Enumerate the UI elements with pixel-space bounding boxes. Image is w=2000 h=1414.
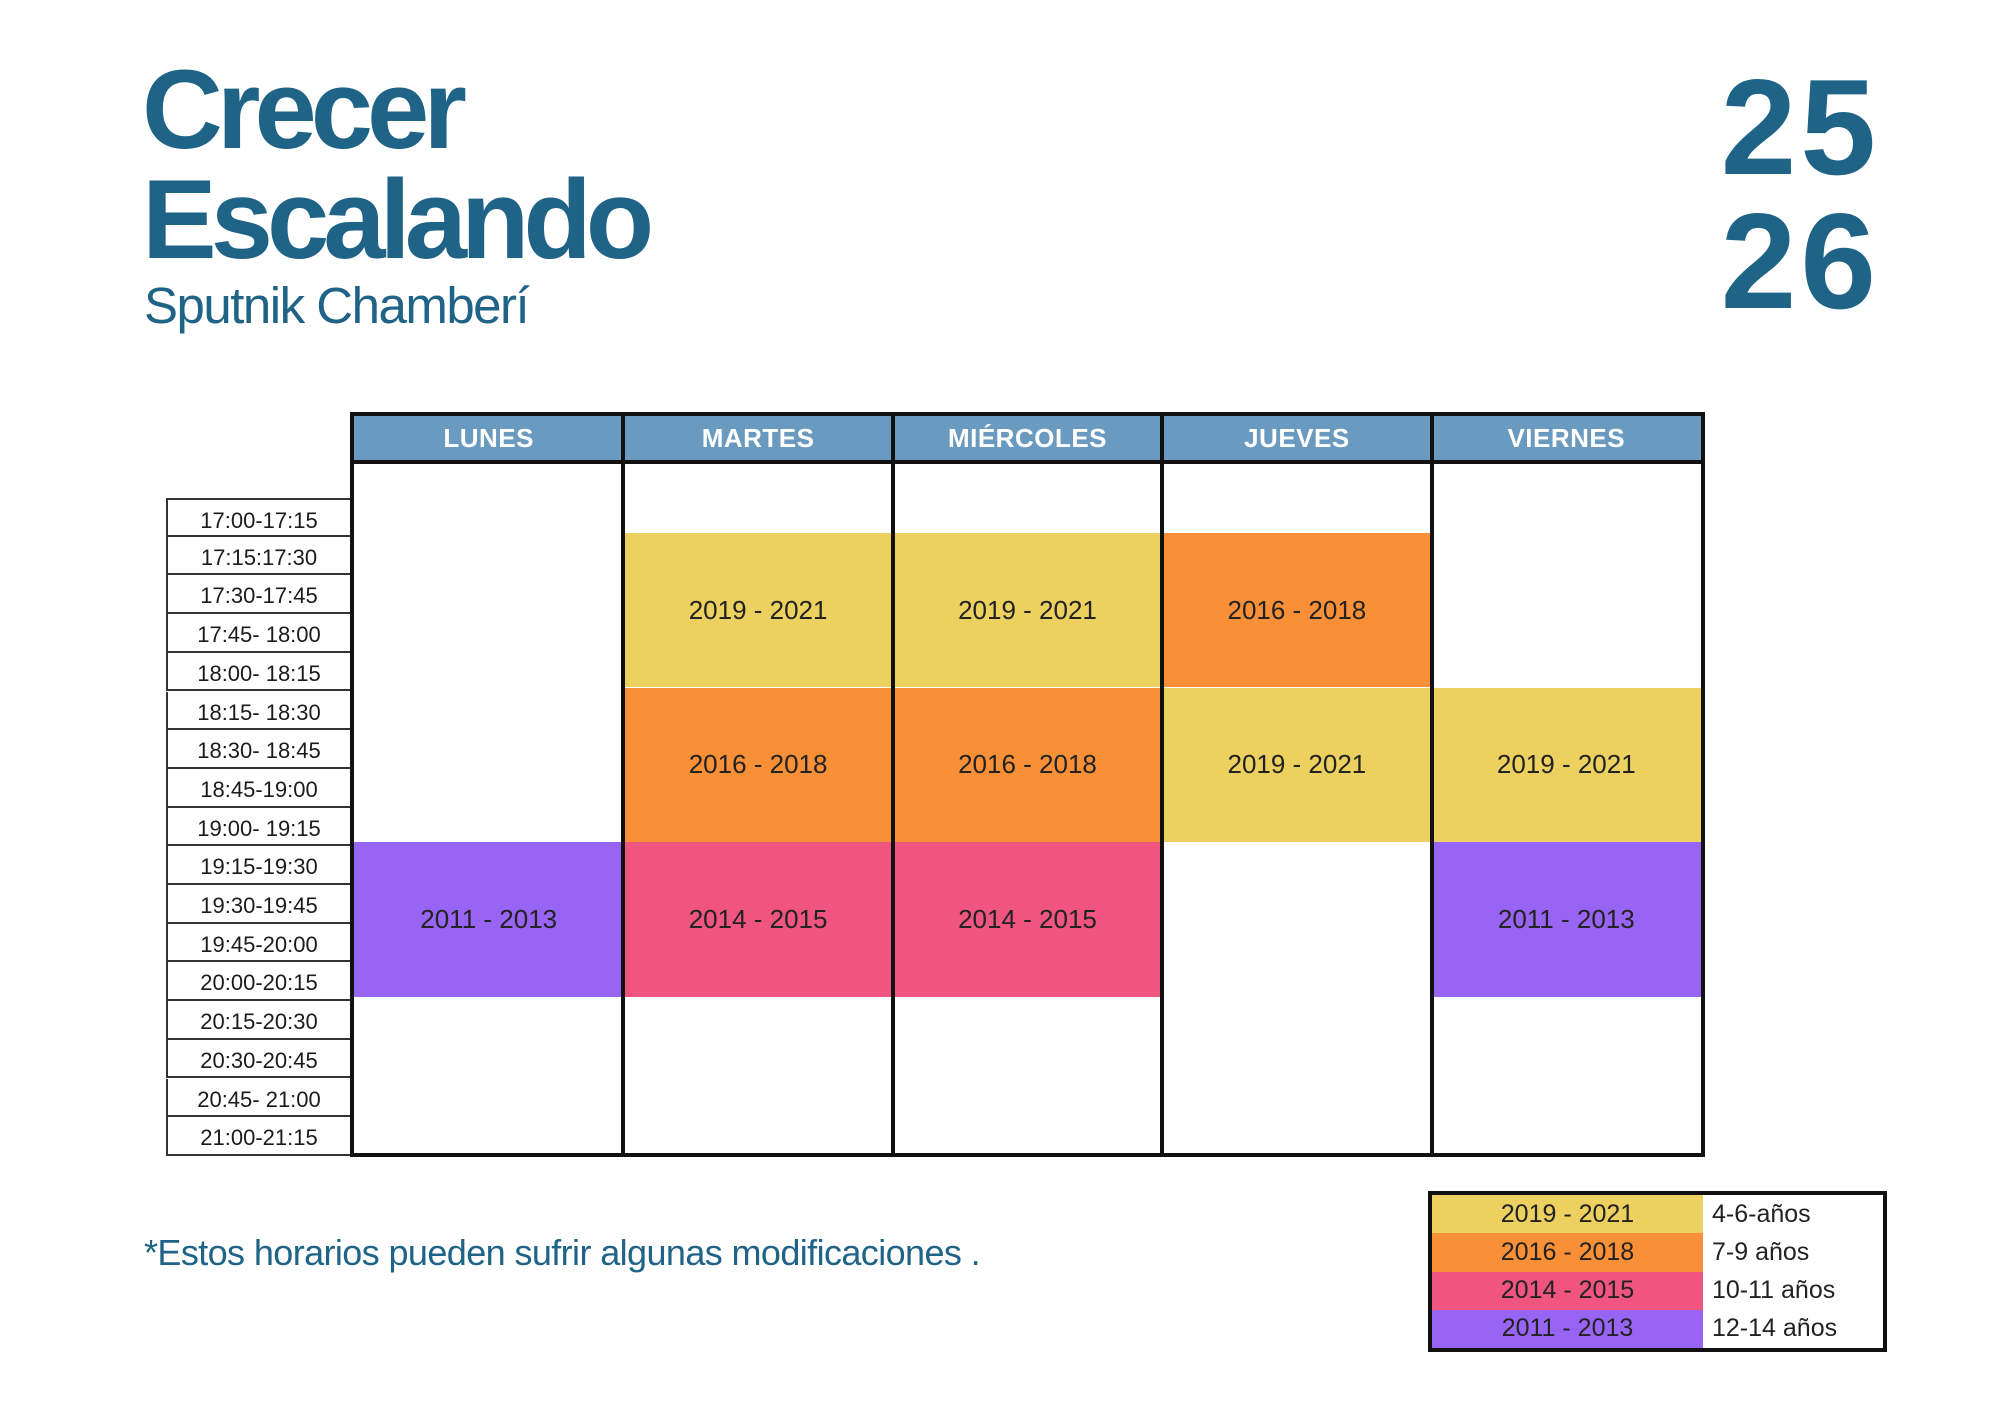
time-slot-label: 18:00- 18:15 <box>166 652 350 692</box>
season-year-start: 25 <box>1720 51 1880 203</box>
title-line-2: Escalando <box>142 157 654 282</box>
time-slot-label: 17:45- 18:00 <box>166 614 350 653</box>
legend-age-range: 12-14 años <box>1712 1314 1838 1343</box>
day-divider <box>1160 416 1165 1153</box>
age-legend: 2019 - 2021 4-6-años 2016 - 2018 7-9 años 20… <box>1428 1191 1887 1352</box>
legend-row: 2011 - 2013 12-14 años <box>1432 1309 1883 1348</box>
time-slot-label: 19:45-20:00 <box>166 923 350 963</box>
class-block: 2019 - 2021 <box>623 532 893 688</box>
class-block: 2011 - 2013 <box>354 842 624 998</box>
title-line-1: Crecer <box>142 47 467 172</box>
legend-year-range: 2019 - 2021 <box>1432 1195 1703 1234</box>
season-badge: 25 26 <box>1690 51 1880 337</box>
day-header-2: MIÉRCOLES <box>947 423 1108 453</box>
class-block: 2011 - 2013 <box>1431 842 1701 998</box>
day-header-4: VIERNES <box>1507 423 1626 453</box>
program-title: Crecer Escalando <box>142 47 654 282</box>
class-block: 2016 - 2018 <box>1162 532 1432 688</box>
time-slot-label: 19:30-19:45 <box>166 885 350 924</box>
legend-row: 2019 - 2021 4-6-años <box>1432 1195 1883 1234</box>
time-slot-label: 17:00-17:15 <box>166 498 350 537</box>
day-header-1: MARTES <box>701 423 815 453</box>
class-block: 2019 - 2021 <box>1431 687 1701 843</box>
class-block: 2014 - 2015 <box>623 842 893 998</box>
day-header-0: LUNES <box>443 423 534 453</box>
time-slot-label: 18:15- 18:30 <box>166 691 350 731</box>
weekly-schedule-grid: LUNES MARTES MIÉRCOLES JUEVES VIERNES 2011 -… <box>350 412 1705 1157</box>
legend-row: 2014 - 2015 10-11 años <box>1432 1271 1883 1310</box>
day-header-row: LUNES MARTES MIÉRCOLES JUEVES VIERNES <box>354 416 1701 464</box>
day-divider <box>621 416 626 1153</box>
location-subtitle: Sputnik Chamberí <box>144 277 530 334</box>
time-slot-label: 20:30-20:45 <box>166 1039 350 1079</box>
time-slot-label: 20:45- 21:00 <box>166 1078 350 1118</box>
time-slot-label: 19:15-19:30 <box>166 846 350 885</box>
legend-year-range: 2014 - 2015 <box>1432 1271 1703 1310</box>
time-slot-label: 21:00-21:15 <box>166 1117 350 1156</box>
time-slot-label: 17:30-17:45 <box>166 575 350 615</box>
time-slot-label: 18:45-19:00 <box>166 768 350 808</box>
class-block: 2014 - 2015 <box>892 842 1163 998</box>
class-block: 2019 - 2021 <box>1162 687 1432 843</box>
legend-year-range: 2011 - 2013 <box>1432 1309 1703 1348</box>
class-block: 2019 - 2021 <box>892 532 1163 688</box>
class-block: 2016 - 2018 <box>623 687 893 843</box>
season-year-end: 26 <box>1720 185 1880 337</box>
time-slot-label: 17:15:17:30 <box>166 536 350 576</box>
day-header-3: JUEVES <box>1244 423 1350 453</box>
legend-age-range: 10-11 años <box>1712 1276 1836 1305</box>
time-slot-label: 20:15-20:30 <box>166 1001 350 1040</box>
legend-age-range: 7-9 años <box>1712 1237 1810 1266</box>
legend-row: 2016 - 2018 7-9 años <box>1432 1233 1883 1272</box>
day-divider <box>890 416 895 1153</box>
schedule-disclaimer: *Estos horarios pueden sufrir algunas mo… <box>144 1232 981 1273</box>
time-slot-label: 20:00-20:15 <box>166 962 350 1002</box>
class-block: 2016 - 2018 <box>892 687 1163 843</box>
legend-year-range: 2016 - 2018 <box>1432 1233 1703 1272</box>
legend-age-range: 4-6-años <box>1712 1199 1811 1228</box>
time-slot-label: 19:00- 19:15 <box>166 807 350 847</box>
time-slot-label: 18:30- 18:45 <box>166 730 350 769</box>
day-divider <box>1429 416 1434 1153</box>
